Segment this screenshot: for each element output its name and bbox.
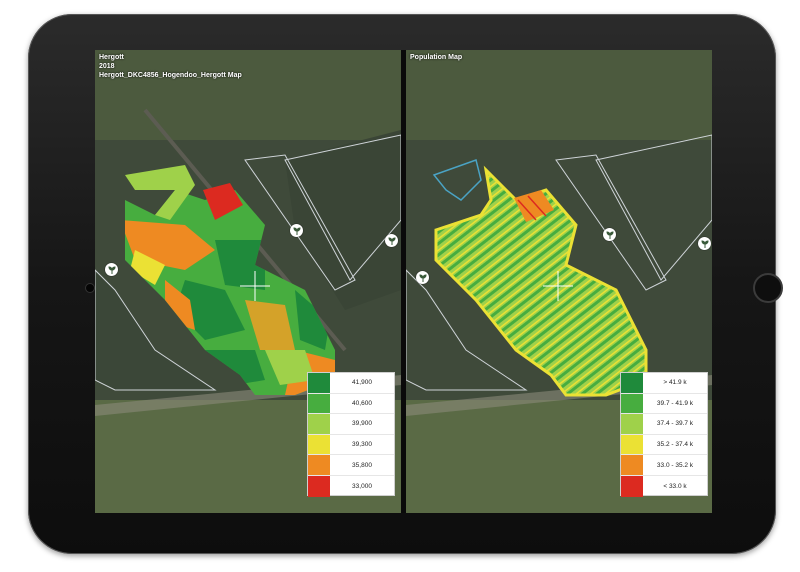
legend-row: 41,900 <box>308 373 394 394</box>
legend-row: < 33.0 k <box>621 475 707 497</box>
app-screen: Hergott 2018 Hergott_DKC4856_Hogendoo_He… <box>95 50 712 513</box>
legend-swatch <box>621 455 643 475</box>
map-title-block: Population Map <box>410 53 462 62</box>
legend-label: 35.2 - 37.4 k <box>656 441 694 449</box>
legend-swatch <box>308 393 330 414</box>
map-title-block: Hergott 2018 Hergott_DKC4856_Hogendoo_He… <box>99 53 242 80</box>
legend-label: > 41.9 k <box>663 379 687 387</box>
legend-row: 35.2 - 37.4 k <box>621 434 707 456</box>
legend-row: 39,900 <box>308 414 394 435</box>
legend-label: 37.4 - 39.7 k <box>656 420 694 428</box>
farm-name: Hergott <box>99 54 124 61</box>
legend-row: 33,000 <box>308 475 394 497</box>
legend-swatch <box>621 414 643 434</box>
rate-legend: 41,900 40,600 39,900 39,300 35,800 33,00… <box>307 372 395 497</box>
plant-icon[interactable] <box>416 271 429 284</box>
plant-icon[interactable] <box>290 224 303 237</box>
population-legend: > 41.9 k 39.7 - 41.9 k 37.4 - 39.7 k 35.… <box>620 372 708 497</box>
crosshair-icon <box>240 271 270 301</box>
legend-label: 39,900 <box>352 420 372 428</box>
legend-row: 33.0 - 35.2 k <box>621 455 707 476</box>
map-name: Hergott_DKC4856_Hogendoo_Hergott Map <box>99 72 242 79</box>
legend-swatch <box>621 373 643 393</box>
legend-swatch <box>621 475 643 497</box>
legend-label: 39,300 <box>352 441 372 449</box>
legend-row: 39.7 - 41.9 k <box>621 393 707 415</box>
legend-row: > 41.9 k <box>621 373 707 394</box>
satellite-map[interactable] <box>95 50 401 513</box>
legend-label: 39.7 - 41.9 k <box>656 399 694 407</box>
plant-icon[interactable] <box>603 228 616 241</box>
legend-swatch <box>308 373 330 393</box>
legend-swatch <box>308 434 330 455</box>
population-map-pane[interactable]: Population Map > 41.9 k 39.7 - 41.9 k 37… <box>406 50 712 513</box>
legend-row: 35,800 <box>308 455 394 476</box>
legend-label: 35,800 <box>352 461 372 469</box>
legend-swatch <box>308 455 330 475</box>
legend-swatch <box>621 393 643 414</box>
legend-row: 39,300 <box>308 434 394 456</box>
pane-divider[interactable] <box>401 50 406 513</box>
plant-icon[interactable] <box>698 237 711 250</box>
legend-label: 40,600 <box>352 399 372 407</box>
prescription-map-pane[interactable]: Hergott 2018 Hergott_DKC4856_Hogendoo_He… <box>95 50 401 513</box>
home-button[interactable] <box>753 273 783 303</box>
legend-row: 37.4 - 39.7 k <box>621 414 707 435</box>
plant-icon[interactable] <box>105 263 118 276</box>
legend-swatch <box>621 434 643 455</box>
legend-label: 33,000 <box>352 482 372 490</box>
legend-label: 33.0 - 35.2 k <box>656 461 694 469</box>
plant-icon[interactable] <box>385 234 398 247</box>
map-name: Population Map <box>410 54 463 61</box>
legend-label: < 33.0 k <box>663 482 687 490</box>
crosshair-icon <box>543 271 573 301</box>
season-year: 2018 <box>99 63 115 70</box>
camera-icon <box>86 284 94 292</box>
legend-row: 40,600 <box>308 393 394 415</box>
legend-label: 41,900 <box>352 379 372 387</box>
legend-swatch <box>308 475 330 497</box>
legend-swatch <box>308 414 330 434</box>
